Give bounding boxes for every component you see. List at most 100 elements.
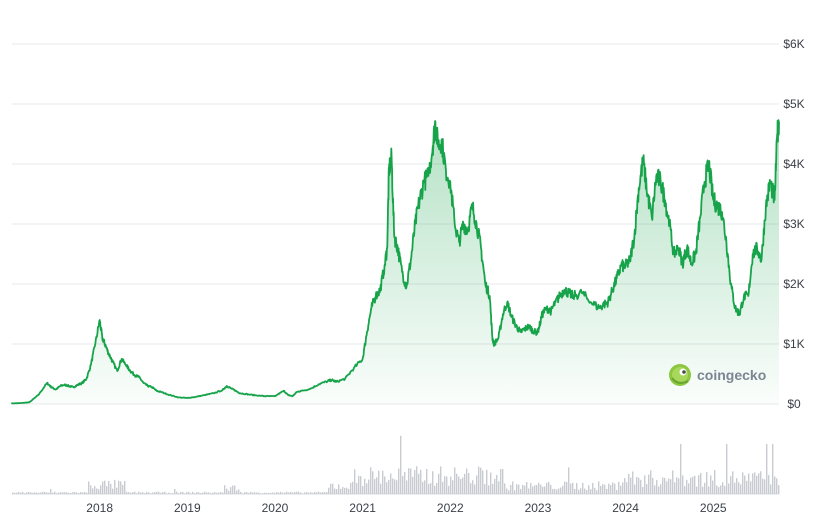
volume-bar xyxy=(772,444,774,494)
volume-bar xyxy=(78,493,80,494)
volume-bar xyxy=(34,492,36,494)
volume-bar xyxy=(554,488,556,494)
volume-bar xyxy=(144,493,146,494)
volume-bar xyxy=(760,471,762,494)
volume-bar xyxy=(640,479,642,494)
volume-bar xyxy=(716,485,718,494)
volume-bar xyxy=(280,491,282,494)
volume-bar xyxy=(164,491,166,494)
volume-bar xyxy=(726,444,728,494)
volume-bar xyxy=(778,485,780,494)
volume-bar xyxy=(540,484,542,494)
volume-bar xyxy=(446,476,448,494)
volume-bar xyxy=(538,482,540,494)
volume-bar xyxy=(312,492,314,494)
volume-bar xyxy=(36,492,38,494)
volume-bar xyxy=(382,470,384,494)
volume-bar xyxy=(180,491,182,494)
volume-bar xyxy=(162,492,164,494)
volume-bar xyxy=(30,492,32,494)
volume-bar xyxy=(122,484,124,494)
volume-bar xyxy=(52,492,54,494)
volume-bar xyxy=(48,492,50,494)
volume-bar xyxy=(32,492,34,494)
x-tick-label: 2019 xyxy=(174,501,201,515)
volume-bar xyxy=(338,484,340,494)
volume-bar xyxy=(176,491,178,494)
volume-bar xyxy=(468,472,470,494)
volume-bar xyxy=(606,488,608,494)
volume-bar xyxy=(328,487,330,494)
y-tick-label: $6K xyxy=(783,37,804,51)
volume-bar xyxy=(216,492,218,494)
volume-bar xyxy=(490,472,492,494)
volume-bar xyxy=(334,488,336,494)
volume-bar xyxy=(396,480,398,494)
volume-bar xyxy=(64,492,66,494)
volume-bar xyxy=(362,485,364,494)
volume-bar xyxy=(56,493,58,494)
volume-bar xyxy=(682,475,684,494)
volume-bar xyxy=(754,472,756,494)
volume-bar xyxy=(436,483,438,494)
volume-bar xyxy=(578,489,580,494)
volume-bar xyxy=(586,490,588,494)
volume-bar xyxy=(90,485,92,494)
volume-bar xyxy=(750,481,752,494)
volume-bar xyxy=(658,486,660,494)
volume-bar xyxy=(676,477,678,494)
volume-bar xyxy=(148,492,150,494)
volume-bar xyxy=(642,486,644,494)
volume-bar xyxy=(694,475,696,494)
y-tick-label: $4K xyxy=(783,157,804,171)
volume-bar xyxy=(166,493,168,494)
volume-bar xyxy=(454,467,456,494)
volume-bar xyxy=(610,485,612,494)
volume-bar xyxy=(628,473,630,494)
volume-bar xyxy=(76,492,78,494)
volume-bar xyxy=(238,489,240,494)
volume-bar xyxy=(314,491,316,494)
volume-bar xyxy=(118,480,120,494)
volume-bar xyxy=(632,471,634,494)
volume-bar xyxy=(46,492,48,494)
volume-bar xyxy=(60,492,62,494)
volume-bar xyxy=(622,482,624,494)
volume-bar xyxy=(588,485,590,494)
volume-bar xyxy=(528,488,530,494)
volume-bar xyxy=(94,486,96,494)
volume-bar xyxy=(420,469,422,494)
volume-bar xyxy=(686,479,688,494)
volume-bar xyxy=(636,476,638,494)
volume-bar xyxy=(398,468,400,494)
volume-bar xyxy=(348,488,350,494)
volume-bar xyxy=(648,474,650,494)
volume-bar xyxy=(366,483,368,494)
volume-bar xyxy=(172,493,174,494)
volume-bar xyxy=(740,484,742,494)
volume-bar xyxy=(478,466,480,494)
volume-bar xyxy=(112,488,114,494)
volume-bar xyxy=(160,492,162,494)
volume-bar xyxy=(98,489,100,494)
volume-bar xyxy=(266,492,268,494)
volume-bar xyxy=(714,470,716,494)
volume-bar xyxy=(472,480,474,494)
volume-bar xyxy=(370,467,372,494)
volume-bar xyxy=(316,492,318,494)
volume-bar xyxy=(124,481,126,494)
volume-bar xyxy=(738,482,740,494)
volume-bar xyxy=(12,492,14,494)
volume-bar xyxy=(66,492,68,494)
volume-bar xyxy=(552,489,554,494)
volume-bar xyxy=(350,482,352,494)
volume-bar xyxy=(300,492,302,494)
volume-bar xyxy=(512,481,514,494)
volume-bar xyxy=(92,488,94,494)
volume-bar xyxy=(492,483,494,494)
volume-bar xyxy=(664,477,666,494)
volume-bar xyxy=(516,484,518,494)
volume-bar xyxy=(120,481,122,494)
volume-bar xyxy=(776,478,778,494)
volume-bar xyxy=(444,476,446,494)
